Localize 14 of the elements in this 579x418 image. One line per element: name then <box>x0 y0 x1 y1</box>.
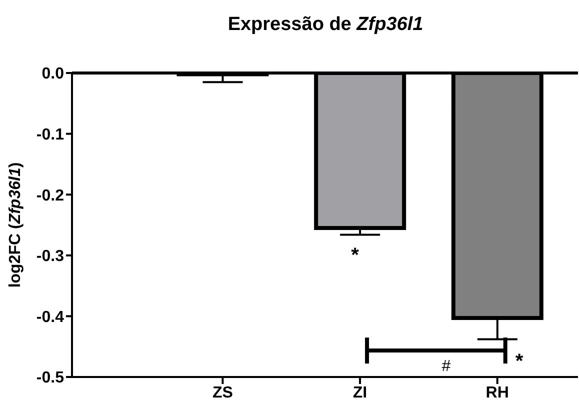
annotation: * <box>351 244 360 266</box>
annotation: * <box>515 350 524 373</box>
y-tick-label: -0.3 <box>36 248 64 266</box>
y-tick-label: 0.0 <box>42 66 64 83</box>
chart-title: Expressão de Zfp36l1 <box>228 14 424 35</box>
y-tick-label: -0.2 <box>36 187 64 204</box>
x-tick-label: ZI <box>352 384 368 402</box>
y-axis-title: log2FC (Zfp36l1) <box>7 162 24 288</box>
y-tick-label: -0.5 <box>36 370 64 387</box>
x-tick-label: ZS <box>212 384 234 402</box>
y-tick-label: -0.4 <box>36 308 64 326</box>
y-tick-label: -0.1 <box>36 126 64 144</box>
x-tick-label: RH <box>486 384 509 402</box>
annotation: # <box>442 358 451 375</box>
